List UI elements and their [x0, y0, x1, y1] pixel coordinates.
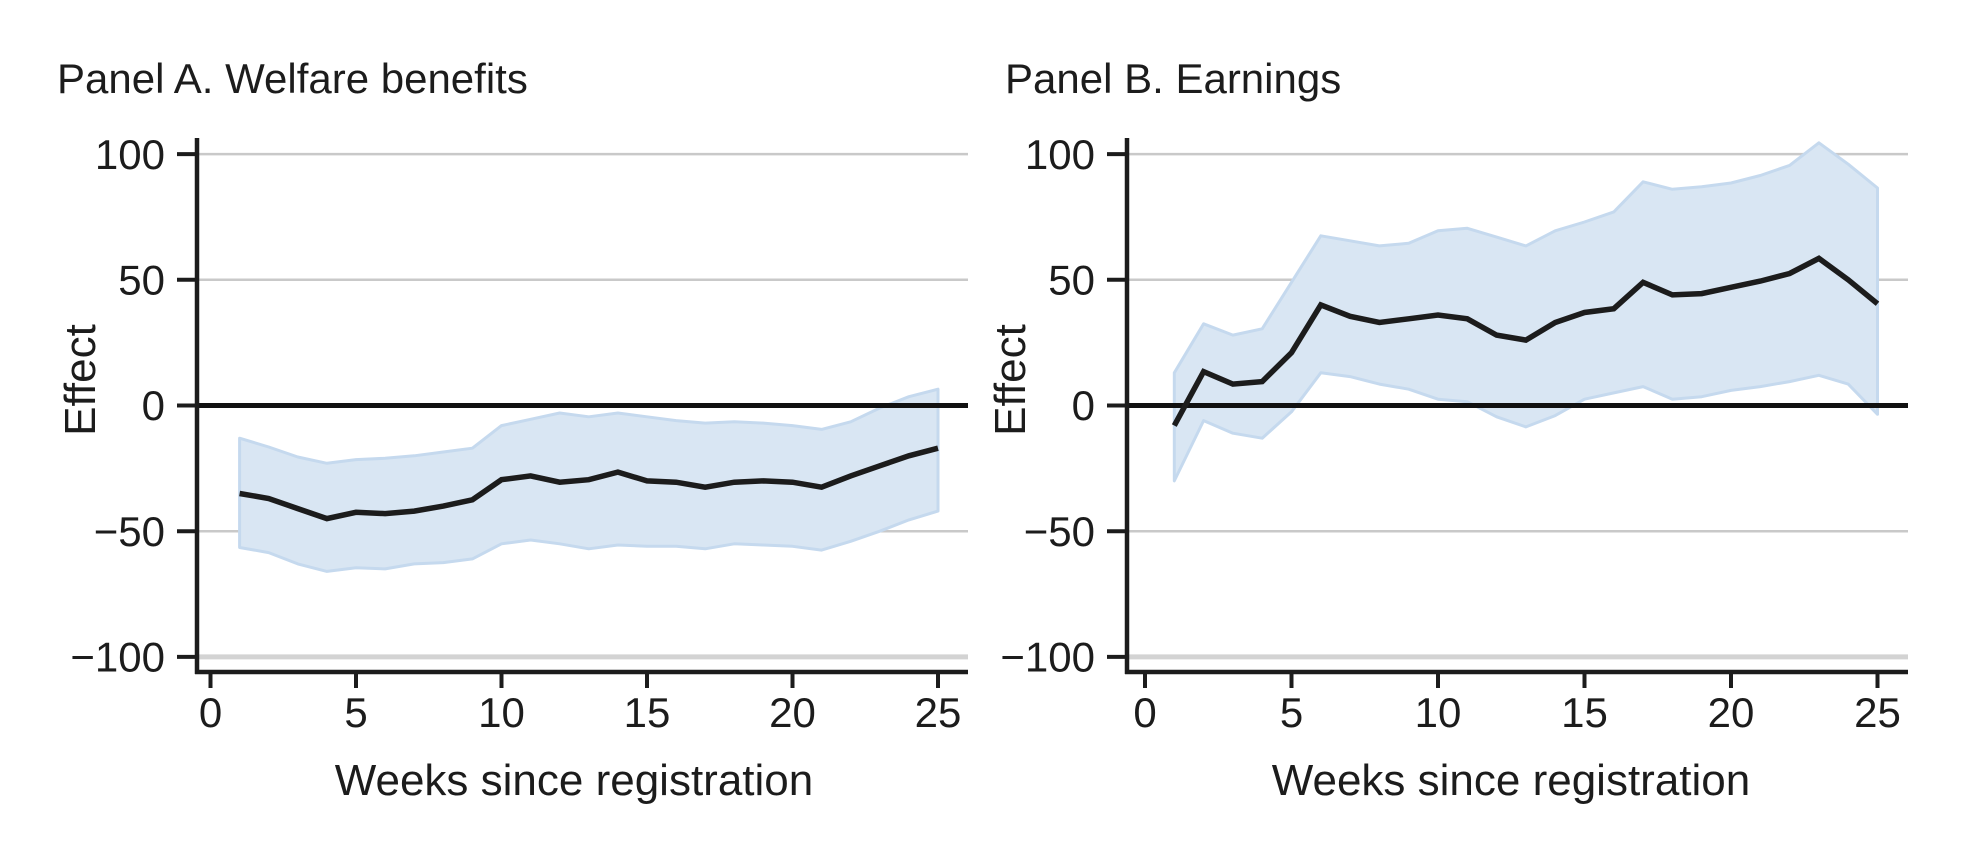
panel-b-title: Panel B. Earnings	[1005, 55, 1341, 102]
panel-a-y-axis-label: Effect	[56, 324, 105, 436]
panel-welfare-benefits: Panel A. Welfare benefits Effect Weeks s…	[56, 55, 968, 805]
panel-b-y-axis-label: Effect	[986, 324, 1035, 436]
panel-a-plot: 100 50 0 −50 −100 0 5 10 15 20 25	[70, 131, 968, 736]
y-tick-label--100: −100	[70, 634, 165, 681]
y-tick-label--50: −50	[94, 508, 165, 555]
x-tick-label-25: 25	[1854, 689, 1901, 736]
x-tick-label-10: 10	[478, 689, 525, 736]
confidence-band	[1172, 141, 1879, 483]
effect-line	[1171, 255, 1880, 427]
x-tick-label-0: 0	[199, 689, 222, 736]
x-tick-label-10: 10	[1415, 689, 1462, 736]
y-tick-label-50: 50	[1048, 257, 1095, 304]
x-tick-label-5: 5	[344, 689, 367, 736]
x-tick-label-20: 20	[1708, 689, 1755, 736]
panel-b-x-axis-label: Weeks since registration	[1272, 756, 1751, 805]
y-tick-label-0: 0	[142, 382, 165, 429]
y-tick-label-0: 0	[1072, 382, 1095, 429]
y-tick-label-100: 100	[1025, 131, 1095, 178]
y-tick-label-100: 100	[95, 131, 165, 178]
x-tick-label-0: 0	[1133, 689, 1156, 736]
x-tick-label-15: 15	[1561, 689, 1608, 736]
x-tick-label-15: 15	[624, 689, 671, 736]
panel-a-x-axis-label: Weeks since registration	[335, 756, 814, 805]
x-tick-label-25: 25	[915, 689, 962, 736]
y-tick-label--100: −100	[1000, 634, 1095, 681]
x-tick-label-20: 20	[769, 689, 816, 736]
effect-line	[239, 445, 939, 522]
y-tick-label-50: 50	[118, 257, 165, 304]
y-tick-label--50: −50	[1024, 508, 1095, 555]
panel-b-plot: 100 50 0 −50 −100 0 5 10 15 20 25	[1000, 131, 1908, 736]
x-tick-label-5: 5	[1280, 689, 1303, 736]
panel-earnings: Panel B. Earnings Effect Weeks since reg…	[986, 55, 1908, 805]
panel-a-title: Panel A. Welfare benefits	[57, 55, 528, 102]
